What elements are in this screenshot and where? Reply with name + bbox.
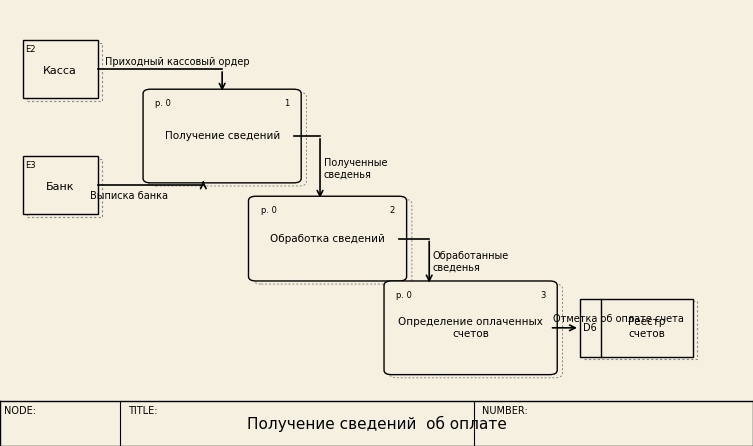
FancyBboxPatch shape	[384, 281, 557, 375]
Text: Получение сведений: Получение сведений	[164, 131, 280, 141]
Text: NODE:: NODE:	[4, 406, 35, 416]
Text: p. 0: p. 0	[261, 206, 276, 215]
Text: 3: 3	[540, 291, 545, 300]
Text: E2: E2	[26, 45, 36, 54]
Text: D6: D6	[584, 323, 597, 333]
Text: Обработка сведений: Обработка сведений	[270, 234, 385, 244]
Text: Приходный кассовый ордер: Приходный кассовый ордер	[105, 58, 250, 67]
Text: NUMBER:: NUMBER:	[482, 406, 528, 416]
Text: Обработанные
сведенья: Обработанные сведенья	[433, 251, 509, 273]
Text: Касса: Касса	[44, 66, 77, 76]
Text: E3: E3	[26, 161, 36, 169]
Text: p. 0: p. 0	[396, 291, 412, 300]
Text: Полученные
сведенья: Полученные сведенья	[324, 157, 387, 179]
Text: Банк: Банк	[46, 182, 75, 192]
Text: Получение сведений  об оплате: Получение сведений об оплате	[246, 416, 507, 432]
Text: p. 0: p. 0	[155, 99, 171, 108]
Text: Отметка об оплате счета: Отметка об оплате счета	[553, 314, 684, 324]
Text: TITLE:: TITLE:	[128, 406, 157, 416]
FancyBboxPatch shape	[580, 299, 693, 357]
Text: 2: 2	[389, 206, 395, 215]
Text: Реестр
счетов: Реестр счетов	[628, 317, 666, 339]
FancyBboxPatch shape	[23, 40, 98, 98]
FancyBboxPatch shape	[143, 89, 301, 183]
Text: 1: 1	[284, 99, 289, 108]
FancyBboxPatch shape	[23, 156, 98, 214]
Text: Определение оплаченных
счетов: Определение оплаченных счетов	[398, 317, 543, 339]
Text: Выписка банка: Выписка банка	[90, 191, 169, 201]
FancyBboxPatch shape	[248, 196, 407, 281]
